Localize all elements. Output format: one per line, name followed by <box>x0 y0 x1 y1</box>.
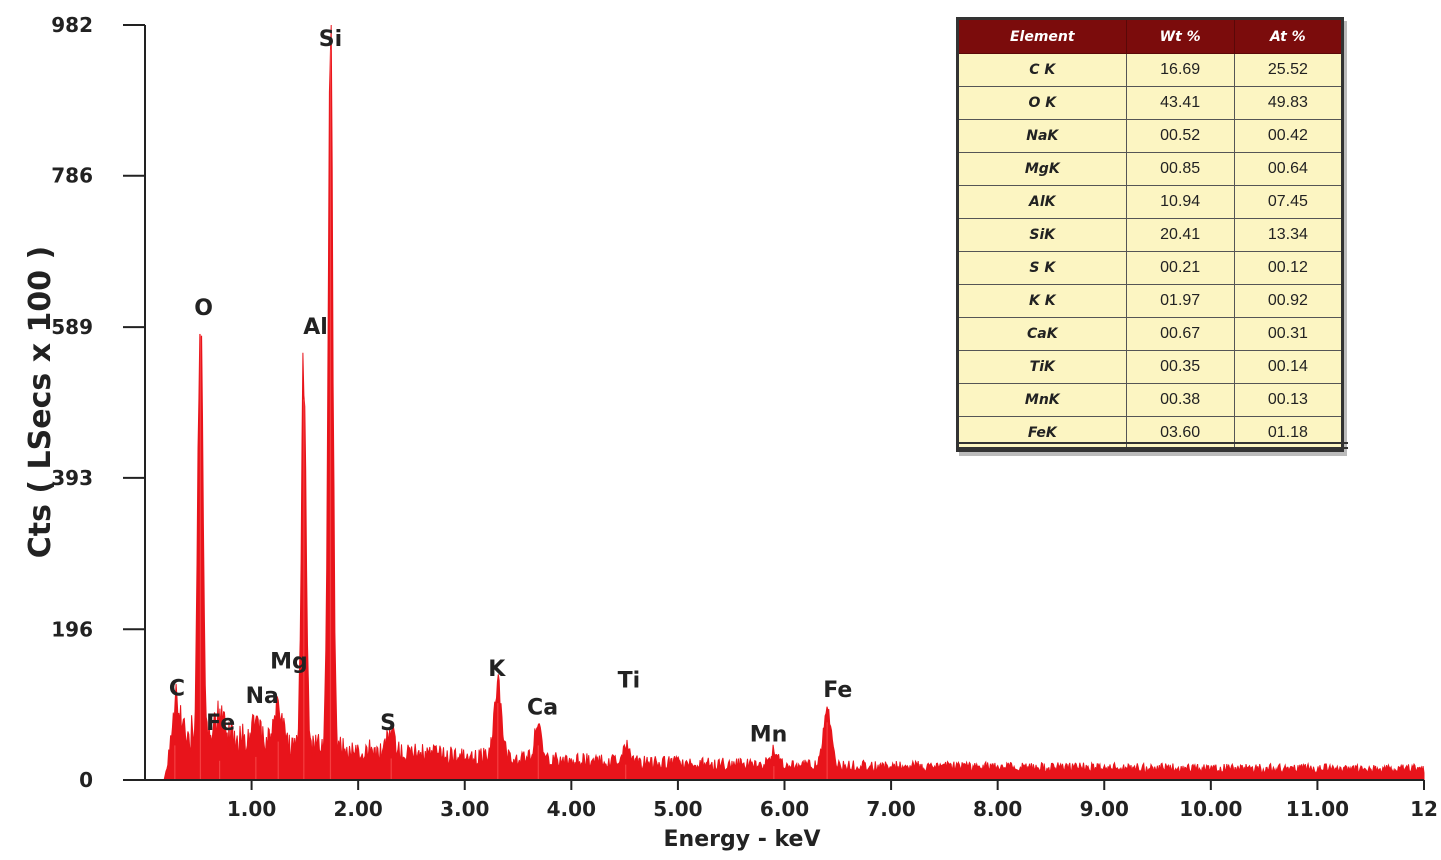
x-tick-label: 2.00 <box>333 797 382 821</box>
spectrum-series <box>163 24 1425 781</box>
cell-at-percent: 49.83 <box>1233 86 1344 120</box>
cell-element: O K <box>957 86 1127 120</box>
table-row: C K 16.69 25.52 <box>957 53 1344 87</box>
peak-label-k: K <box>488 657 506 682</box>
peak-label-na: Na <box>246 684 279 709</box>
cell-element: K K <box>957 284 1127 318</box>
cell-at-percent: 01.18 <box>1233 416 1344 451</box>
x-tick-label: 1.00 <box>227 797 276 821</box>
peak-label-fe: Fe <box>206 711 235 736</box>
cell-wt-percent: 03.60 <box>1125 416 1235 451</box>
cell-element: MgK <box>957 152 1127 186</box>
peak-label-mn: Mn <box>750 723 788 748</box>
x-tick-label: 7.00 <box>866 797 915 821</box>
cell-element: NaK <box>957 119 1127 153</box>
cell-wt-percent: 00.67 <box>1125 317 1235 351</box>
cell-element: FeK <box>957 416 1127 451</box>
x-tick-label: 6.00 <box>760 797 809 821</box>
table-row: CaK 00.67 00.31 <box>957 317 1344 351</box>
cell-element: TiK <box>957 350 1127 384</box>
cell-at-percent: 00.14 <box>1233 350 1344 384</box>
cell-wt-percent: 16.69 <box>1125 53 1235 87</box>
header-element: Element <box>957 18 1127 54</box>
peak-label-ti: Ti <box>618 669 641 694</box>
cell-at-percent: 07.45 <box>1233 185 1344 219</box>
cell-at-percent: 00.64 <box>1233 152 1344 186</box>
y-tick-label: 196 <box>51 617 93 641</box>
peak-label-s: S <box>380 711 396 736</box>
peak-labels: C O Fe Na Mg Al Si S K Ca Ti Mn Fe <box>169 27 852 748</box>
cell-wt-percent: 00.52 <box>1125 119 1235 153</box>
spectrum-area <box>163 24 1425 781</box>
peak-label-c: C <box>169 676 185 701</box>
table-body: C K 16.69 25.52 O K 43.41 49.83 NaK 00.52 00.42 M… <box>957 53 1344 451</box>
y-tick-label: 786 <box>51 164 93 188</box>
cell-wt-percent: 00.85 <box>1125 152 1235 186</box>
cell-at-percent: 00.31 <box>1233 317 1344 351</box>
cell-element: MnK <box>957 383 1127 417</box>
x-ticks: 1.00 2.00 3.00 4.00 5.00 6.00 7.00 8.00 9.00 10.0… <box>227 780 1438 821</box>
cell-element: SiK <box>957 218 1127 252</box>
cell-wt-percent: 20.41 <box>1125 218 1235 252</box>
table-row: MnK 00.38 00.13 <box>957 383 1344 417</box>
table-row: FeK 03.60 01.18 <box>957 416 1344 451</box>
peak-label-ca: Ca <box>527 696 558 721</box>
x-tick-label: 3.00 <box>440 797 489 821</box>
cell-element: AlK <box>957 185 1127 219</box>
table-underline <box>956 442 1348 449</box>
cell-wt-percent: 43.41 <box>1125 86 1235 120</box>
peak-label-o: O <box>194 296 213 321</box>
header-at-percent: At % <box>1233 18 1344 54</box>
y-tick-label: 982 <box>51 13 93 37</box>
cell-at-percent: 00.92 <box>1233 284 1344 318</box>
table-row: K K 01.97 00.92 <box>957 284 1344 318</box>
table-header-row: Element Wt % At % <box>957 18 1344 54</box>
cell-wt-percent: 00.38 <box>1125 383 1235 417</box>
peak-label-si: Si <box>319 27 342 52</box>
x-tick-label: 12 <box>1410 797 1438 821</box>
table-row: S K 00.21 00.12 <box>957 251 1344 285</box>
x-tick-label: 5.00 <box>653 797 702 821</box>
cell-element: C K <box>957 53 1127 87</box>
y-tick-label: 589 <box>51 315 93 339</box>
cell-wt-percent: 10.94 <box>1125 185 1235 219</box>
x-tick-label: 8.00 <box>973 797 1022 821</box>
peak-label-fe: Fe <box>823 678 852 703</box>
cell-at-percent: 00.42 <box>1233 119 1344 153</box>
cell-wt-percent: 00.35 <box>1125 350 1235 384</box>
cell-at-percent: 00.12 <box>1233 251 1344 285</box>
peak-label-al: Al <box>303 315 328 340</box>
x-tick-label: 9.00 <box>1080 797 1129 821</box>
cell-wt-percent: 01.97 <box>1125 284 1235 318</box>
table-row: AlK 10.94 07.45 <box>957 185 1344 219</box>
cell-wt-percent: 00.21 <box>1125 251 1235 285</box>
table-row: SiK 20.41 13.34 <box>957 218 1344 252</box>
table-row: NaK 00.52 00.42 <box>957 119 1344 153</box>
cell-at-percent: 13.34 <box>1233 218 1344 252</box>
cell-element: CaK <box>957 317 1127 351</box>
x-tick-label: 4.00 <box>547 797 596 821</box>
cell-at-percent: 25.52 <box>1233 53 1344 87</box>
x-tick-label: 11.00 <box>1286 797 1349 821</box>
cell-element: S K <box>957 251 1127 285</box>
y-tick-label: 0 <box>79 768 93 792</box>
header-wt-percent: Wt % <box>1125 18 1235 54</box>
table-row: MgK 00.85 00.64 <box>957 152 1344 186</box>
peak-label-mg: Mg <box>270 650 308 675</box>
x-tick-label: 10.00 <box>1179 797 1242 821</box>
cell-at-percent: 00.13 <box>1233 383 1344 417</box>
y-axis-title: Cts ( LSecs x 100 ) <box>23 246 58 559</box>
composition-table: Element Wt % At % C K 16.69 25.52 O K 43.41 4… <box>956 17 1344 452</box>
table-row: O K 43.41 49.83 <box>957 86 1344 120</box>
y-tick-label: 393 <box>51 466 93 490</box>
x-axis-title: Energy - keV <box>664 827 821 852</box>
y-ticks: 0 196 393 589 786 982 <box>51 13 145 792</box>
table-row: TiK 00.35 00.14 <box>957 350 1344 384</box>
